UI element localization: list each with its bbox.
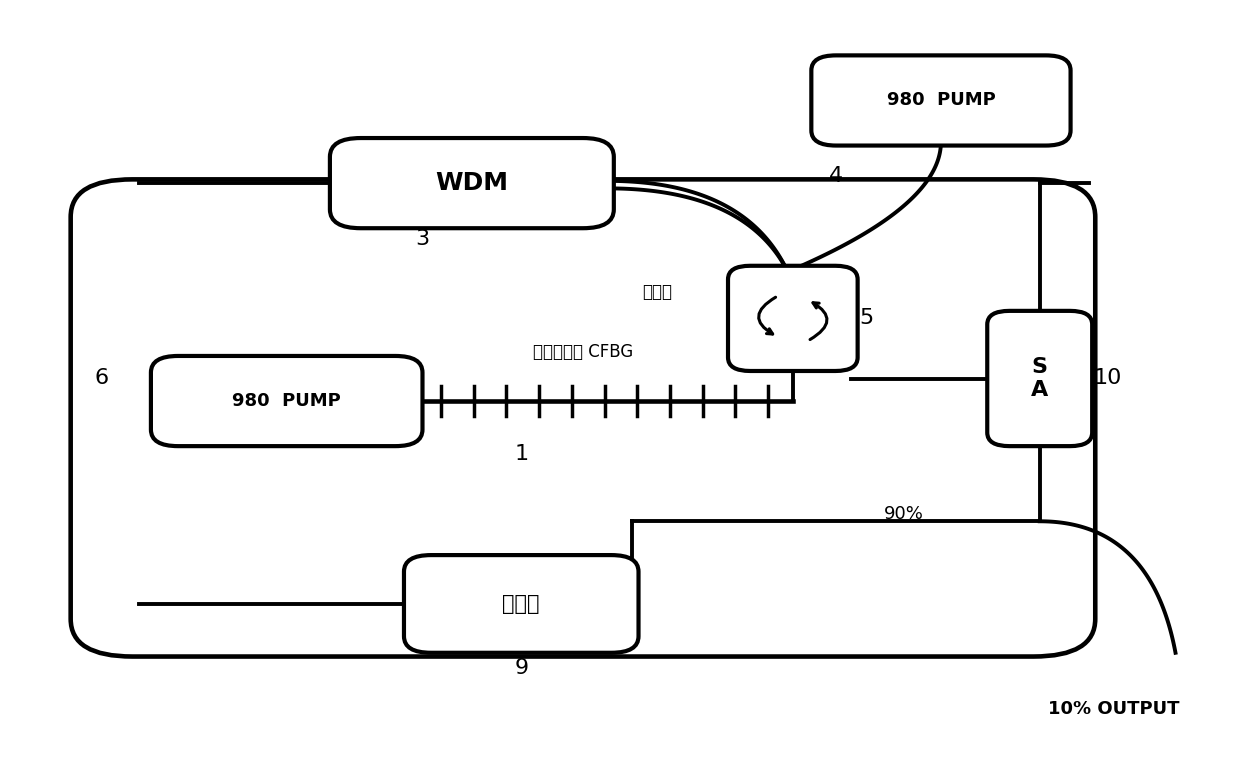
Text: S
A: S A xyxy=(1032,357,1048,400)
Text: 1: 1 xyxy=(515,444,528,463)
Text: 10: 10 xyxy=(1094,369,1122,388)
Text: 石墨烯包裹 CFBG: 石墨烯包裹 CFBG xyxy=(533,343,634,361)
Text: 6: 6 xyxy=(94,369,109,388)
Text: WDM: WDM xyxy=(435,171,508,195)
FancyBboxPatch shape xyxy=(987,311,1092,446)
Text: 980  PUMP: 980 PUMP xyxy=(232,392,341,410)
Text: 4: 4 xyxy=(830,166,843,185)
Text: 10% OUTPUT: 10% OUTPUT xyxy=(1048,700,1179,718)
Text: 环形器: 环形器 xyxy=(642,283,672,301)
FancyBboxPatch shape xyxy=(151,356,423,446)
FancyBboxPatch shape xyxy=(811,55,1070,145)
FancyBboxPatch shape xyxy=(404,555,639,653)
Text: 3: 3 xyxy=(415,229,429,250)
Text: 耦合器: 耦合器 xyxy=(502,594,539,614)
Text: 980  PUMP: 980 PUMP xyxy=(887,92,996,110)
FancyBboxPatch shape xyxy=(330,138,614,228)
Text: 9: 9 xyxy=(515,658,528,678)
FancyBboxPatch shape xyxy=(728,266,858,371)
Text: 5: 5 xyxy=(859,308,874,329)
Text: 90%: 90% xyxy=(884,505,924,523)
